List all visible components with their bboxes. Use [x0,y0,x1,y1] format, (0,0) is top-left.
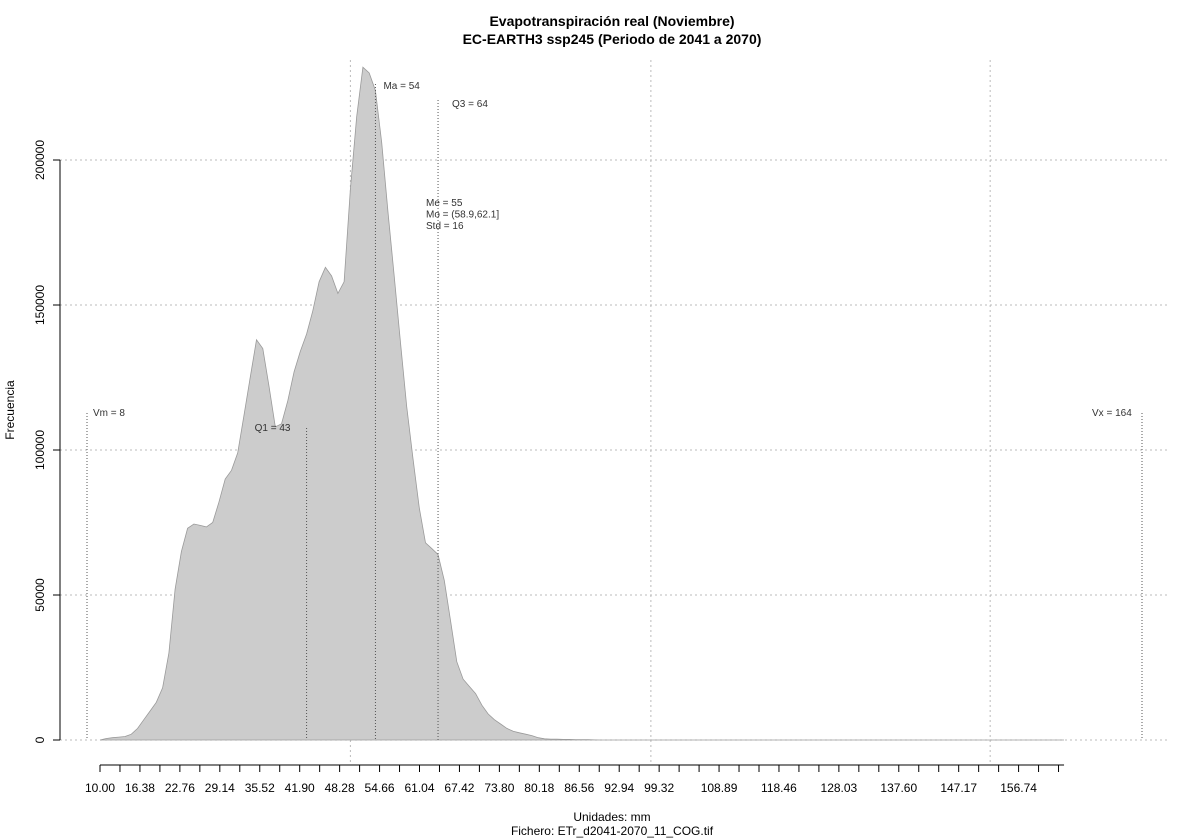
y-tick-label: 200000 [33,140,47,180]
x-tick-label: 29.14 [205,781,235,795]
x-tick-label: 108.89 [701,781,738,795]
y-tick-label: 150000 [33,285,47,325]
stats-label: Me = 55 [426,198,463,209]
y-tick-label: 50000 [33,578,47,612]
vm-label: Vm = 8 [93,408,125,419]
x-tick-label: 92.94 [604,781,634,795]
x-tick-label: 86.56 [564,781,594,795]
x-tick-label: 48.28 [325,781,355,795]
x-axis-label: Unidades: mm [573,810,651,824]
x-tick-label: 41.90 [285,781,315,795]
x-tick-label: 147.17 [940,781,977,795]
chart-subtitle: EC-EARTH3 ssp245 (Periodo de 2041 a 2070… [462,31,762,47]
x-tick-label: 99.32 [644,781,674,795]
x-tick-label: 61.04 [404,781,434,795]
q3-label: Q3 = 64 [452,99,488,110]
q1-label: Q1 = 43 [255,423,291,434]
y-tick-label: 0 [33,736,47,743]
x-tick-label: 156.74 [1000,781,1037,795]
x-tick-label: 128.03 [821,781,858,795]
x-tick-label: 80.18 [524,781,554,795]
x-tick-label: 54.66 [365,781,395,795]
x-tick-label: 73.80 [484,781,514,795]
vx-label: Vx = 164 [1092,408,1132,419]
x-tick-label: 137.60 [880,781,917,795]
x-tick-label: 67.42 [444,781,474,795]
x-tick-label: 16.38 [125,781,155,795]
chart-title: Evapotranspiración real (Noviembre) [489,13,735,29]
y-tick-label: 100000 [33,430,47,470]
stats-label: Mo = (58.9,62.1] [426,210,499,221]
x-tick-label: 22.76 [165,781,195,795]
frequency-area [99,66,1065,741]
x-tick-label: 118.46 [761,781,797,795]
ma-label: Ma = 54 [383,81,420,92]
stats-label: Std = 16 [426,221,464,232]
x-tick-label: 35.52 [245,781,275,795]
x-tick-label: 10.00 [85,781,115,795]
file-name-label: Fichero: ETr_d2041-2070_11_COG.tif [510,824,714,838]
